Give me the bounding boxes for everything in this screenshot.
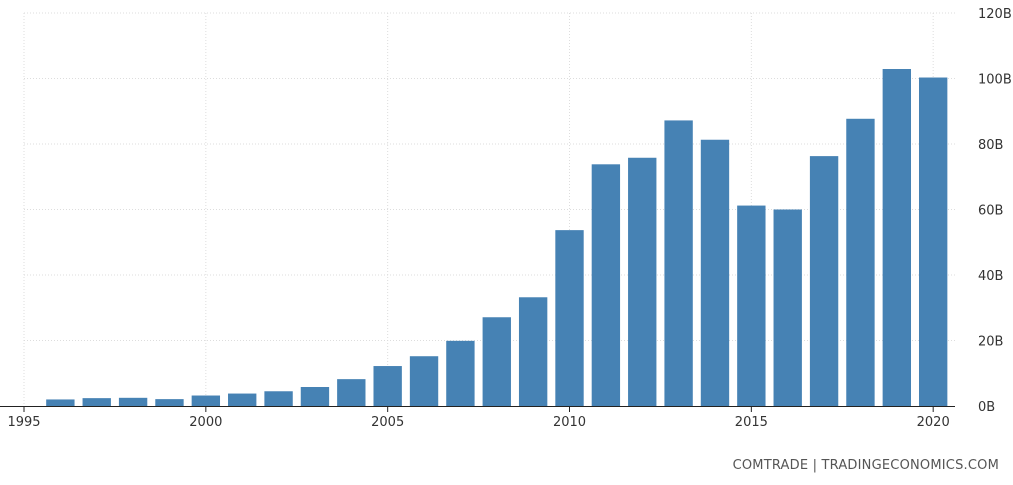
bar-2009 bbox=[518, 297, 548, 406]
bar-2010 bbox=[555, 230, 584, 406]
y-tick-label: 80B bbox=[978, 138, 1003, 153]
bar-2005 bbox=[373, 366, 402, 406]
y-tick-label: 0B bbox=[978, 400, 995, 415]
bar-1998 bbox=[118, 397, 148, 406]
y-tick-labels: 0B 20B 40B 60B 80B 100B 120B bbox=[978, 7, 1012, 415]
bar-2020 bbox=[918, 77, 948, 406]
bar-2013 bbox=[664, 120, 693, 407]
y-tick-label: 60B bbox=[978, 204, 1003, 219]
x-tick-label: 2010 bbox=[553, 415, 586, 430]
bar-1997 bbox=[82, 398, 111, 406]
x-tick-labels: 1995 2000 2005 2010 2015 2020 bbox=[7, 415, 949, 430]
x-tick-label: 2015 bbox=[735, 415, 768, 430]
bar-2003 bbox=[300, 387, 330, 406]
bar-2002 bbox=[264, 391, 293, 406]
bar-2007 bbox=[446, 340, 475, 406]
x-tick-label: 2000 bbox=[189, 415, 222, 430]
source-label: COMTRADE | TRADINGECONOMICS.COM bbox=[732, 458, 999, 473]
bar-2004 bbox=[337, 379, 366, 406]
bar-2015 bbox=[737, 205, 766, 406]
bar-2016 bbox=[773, 209, 802, 406]
bars bbox=[46, 69, 948, 407]
bar-2011 bbox=[591, 164, 621, 406]
bar-1996 bbox=[46, 399, 75, 406]
bar-1999 bbox=[155, 399, 184, 406]
bar-2006 bbox=[409, 356, 439, 406]
bar-2000 bbox=[191, 395, 221, 406]
x-tick-label: 1995 bbox=[7, 415, 40, 430]
bar-2017 bbox=[809, 156, 839, 406]
bar-2018 bbox=[846, 118, 875, 406]
bar-2012 bbox=[628, 157, 657, 406]
bar-2014 bbox=[700, 139, 730, 406]
y-tick-label: 40B bbox=[978, 269, 1003, 284]
bar-2019 bbox=[882, 69, 911, 406]
x-tick-label: 2020 bbox=[917, 415, 950, 430]
x-tick-label: 2005 bbox=[371, 415, 404, 430]
bar-2001 bbox=[228, 393, 257, 406]
bar-2008 bbox=[482, 317, 511, 406]
y-tick-label: 20B bbox=[978, 335, 1003, 350]
y-tick-label: 100B bbox=[978, 73, 1012, 88]
y-tick-label: 120B bbox=[978, 7, 1012, 22]
x-axis bbox=[0, 406, 955, 412]
